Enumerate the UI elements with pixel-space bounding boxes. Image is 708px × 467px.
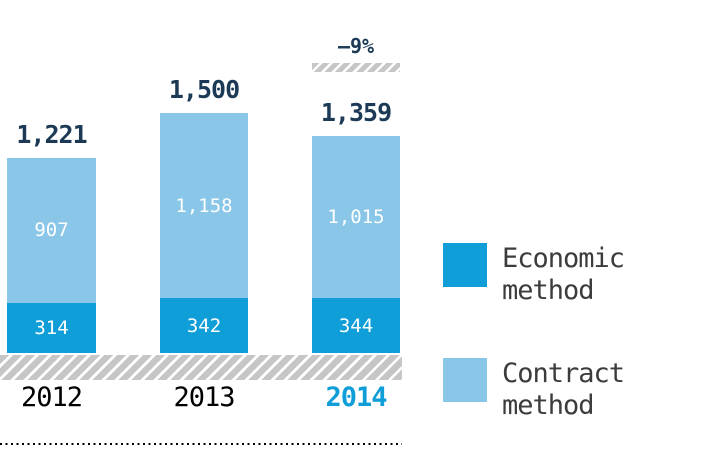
- legend-label-contract-method: Contract method: [502, 358, 625, 421]
- segment-contract-2012: 907: [7, 157, 96, 303]
- total-label-2013: 1,500: [168, 75, 240, 105]
- legend-swatch-contract-method: [443, 358, 487, 402]
- legend-item-contract-method: Contract method: [443, 358, 652, 422]
- segment-value-label: 344: [338, 314, 374, 337]
- segment-contract-2014: 1,015: [312, 135, 400, 298]
- total-label-2012: 1,221: [16, 119, 87, 149]
- total-label-2014: 1,359: [320, 97, 392, 127]
- segment-value-label: 1,158: [175, 194, 233, 217]
- segment-value-label: 342: [186, 314, 222, 337]
- segment-value-label: 907: [34, 219, 69, 242]
- axis-label-2012: 2012: [20, 382, 83, 413]
- hatch-strip-2014: [312, 63, 400, 72]
- change-annotation: –9%: [337, 34, 375, 58]
- segment-contract-2013: 1,158: [160, 113, 248, 299]
- bar-2012: 1,221 907 314: [7, 120, 96, 353]
- axis-label-2014: 2014: [325, 382, 387, 413]
- baseline-hatch-strip: [0, 355, 402, 380]
- segment-economic-2014: 344: [312, 298, 400, 353]
- bar-2013: 1,500 1,158 342: [160, 75, 248, 353]
- legend-item-economic-method: Economic method: [443, 243, 652, 307]
- legend-label-economic-method: Economic method: [502, 243, 625, 306]
- legend-swatch-economic-method: [443, 243, 487, 287]
- bar-2014: 1,359 1,015 344: [312, 98, 400, 353]
- segment-value-label: 314: [34, 316, 69, 339]
- dotted-divider: [0, 443, 402, 445]
- legend: Economic method Contract method: [443, 243, 652, 467]
- segment-economic-2012: 314: [7, 302, 96, 353]
- segment-value-label: 1,015: [327, 205, 385, 228]
- segment-economic-2013: 342: [160, 298, 248, 353]
- axis-label-2013: 2013: [173, 382, 235, 413]
